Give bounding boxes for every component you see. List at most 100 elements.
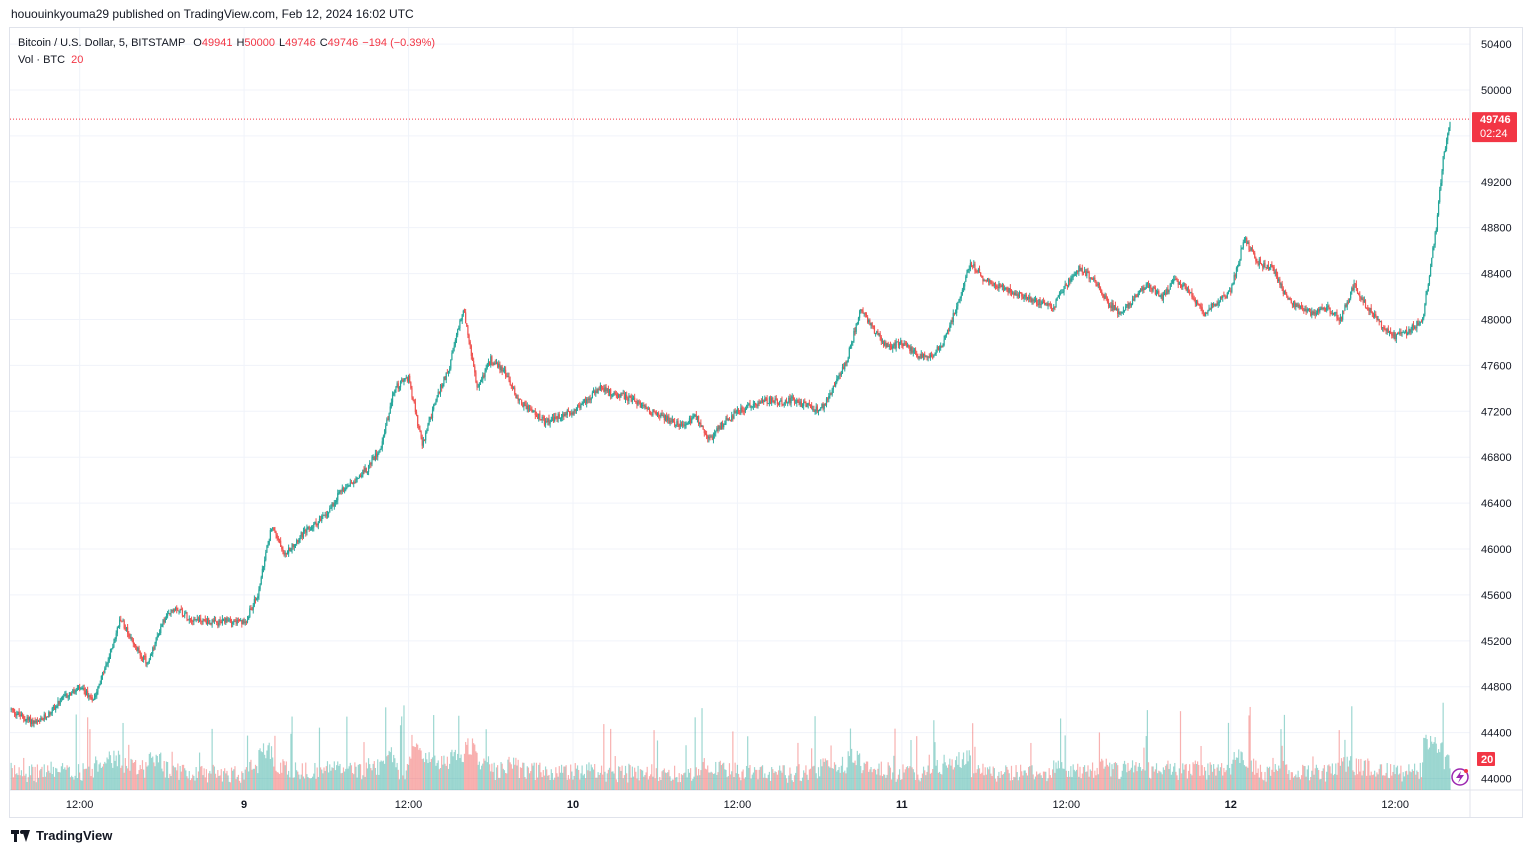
volume-bar: [202, 775, 204, 790]
volume-bar: [956, 756, 958, 790]
candle-body: [567, 410, 570, 412]
volume-bar: [992, 766, 994, 790]
volume-bar: [680, 774, 683, 790]
volume-bar: [47, 765, 49, 790]
volume-bar: [926, 771, 928, 790]
volume-bar: [542, 770, 544, 790]
volume-bar: [1318, 770, 1320, 790]
volume-bar: [1411, 769, 1413, 790]
volume-bar: [482, 763, 484, 790]
volume-bar: [1183, 769, 1185, 790]
candle-body: [329, 508, 331, 513]
volume-bar: [1292, 777, 1295, 790]
candle-body: [1208, 308, 1210, 312]
candle-body: [1154, 287, 1156, 295]
volume-bar: [361, 779, 363, 790]
candle-body: [975, 270, 977, 272]
volume-bar: [1166, 764, 1168, 790]
volume-bar: [874, 769, 877, 790]
volume-bar: [737, 773, 740, 790]
volume-bar: [293, 777, 295, 790]
footer-brand[interactable]: TradingView: [11, 828, 112, 843]
volume-bar: [1178, 768, 1180, 790]
candle-body: [446, 372, 448, 374]
volume-bar: [1179, 711, 1182, 790]
volume-bar: [1388, 778, 1391, 790]
candle-body: [177, 609, 179, 612]
candle-body: [1146, 283, 1148, 285]
candle-body: [377, 453, 379, 457]
candle-body: [272, 527, 274, 529]
volume-bar: [1028, 767, 1030, 790]
candle-body: [761, 400, 764, 403]
candle-body: [395, 386, 397, 390]
volume-bar: [516, 765, 518, 790]
candle-body: [595, 390, 597, 394]
candle-body: [1303, 309, 1305, 311]
candle-body: [1029, 296, 1031, 300]
candle-body: [825, 398, 828, 405]
candle-body: [151, 653, 153, 656]
candle-body: [489, 361, 491, 366]
candle-body: [130, 637, 132, 639]
volume-bar: [1427, 749, 1429, 790]
volume-bar: [860, 765, 862, 790]
volume-bar: [748, 767, 750, 790]
candle-body: [1449, 122, 1451, 128]
candle-body: [291, 543, 293, 550]
volume-bar: [974, 746, 976, 790]
volume-bar: [719, 760, 721, 790]
candle-body: [656, 413, 659, 416]
volume-bar: [1321, 771, 1323, 790]
volume-bar: [1393, 764, 1395, 790]
candle-body: [289, 547, 291, 552]
volume-bar: [93, 763, 96, 790]
candle-body: [604, 387, 606, 392]
candle-body: [284, 552, 286, 555]
candle-body: [777, 404, 780, 406]
volume-bar: [337, 761, 339, 790]
volume-bar: [81, 780, 83, 790]
volume-bar: [779, 765, 781, 790]
volume-bar: [1175, 771, 1177, 790]
volume-bar: [505, 772, 507, 790]
volume-bar: [1359, 771, 1361, 790]
volume-bar: [589, 771, 591, 790]
candle-body: [1000, 286, 1002, 288]
volume-bar: [332, 768, 334, 790]
candle-body: [835, 382, 837, 387]
candle-body: [586, 398, 588, 404]
candle-body: [911, 347, 913, 353]
volume-bar: [518, 778, 520, 790]
candle-body: [536, 416, 539, 419]
volume-bar: [667, 772, 669, 790]
candle-body: [76, 688, 78, 691]
candle-body: [998, 283, 1000, 289]
candle-body: [1021, 292, 1023, 297]
candle-body: [703, 429, 705, 434]
price-tick-label: 47600: [1481, 360, 1512, 372]
volume-bar: [379, 761, 381, 790]
volume-bar: [750, 778, 752, 790]
candle-body: [696, 415, 699, 420]
candle-body: [1199, 305, 1201, 307]
volume-bar: [958, 752, 960, 790]
candle-body: [659, 415, 661, 417]
volume-bar: [130, 758, 132, 790]
volume-bar: [1385, 772, 1387, 790]
volume-bar: [538, 764, 540, 790]
volume-bar: [1059, 718, 1062, 790]
candle-body: [1219, 296, 1222, 302]
volume-bar: [59, 772, 61, 790]
volume-bar: [668, 769, 670, 790]
candle-body: [543, 417, 546, 425]
candle-body: [555, 416, 557, 419]
candle-body: [587, 398, 589, 400]
candle-body: [12, 709, 15, 711]
volume-bar: [385, 707, 387, 790]
volume-bar: [587, 770, 589, 790]
candle-body: [538, 413, 540, 419]
candle-body: [652, 409, 654, 415]
volume-bar: [565, 765, 567, 790]
